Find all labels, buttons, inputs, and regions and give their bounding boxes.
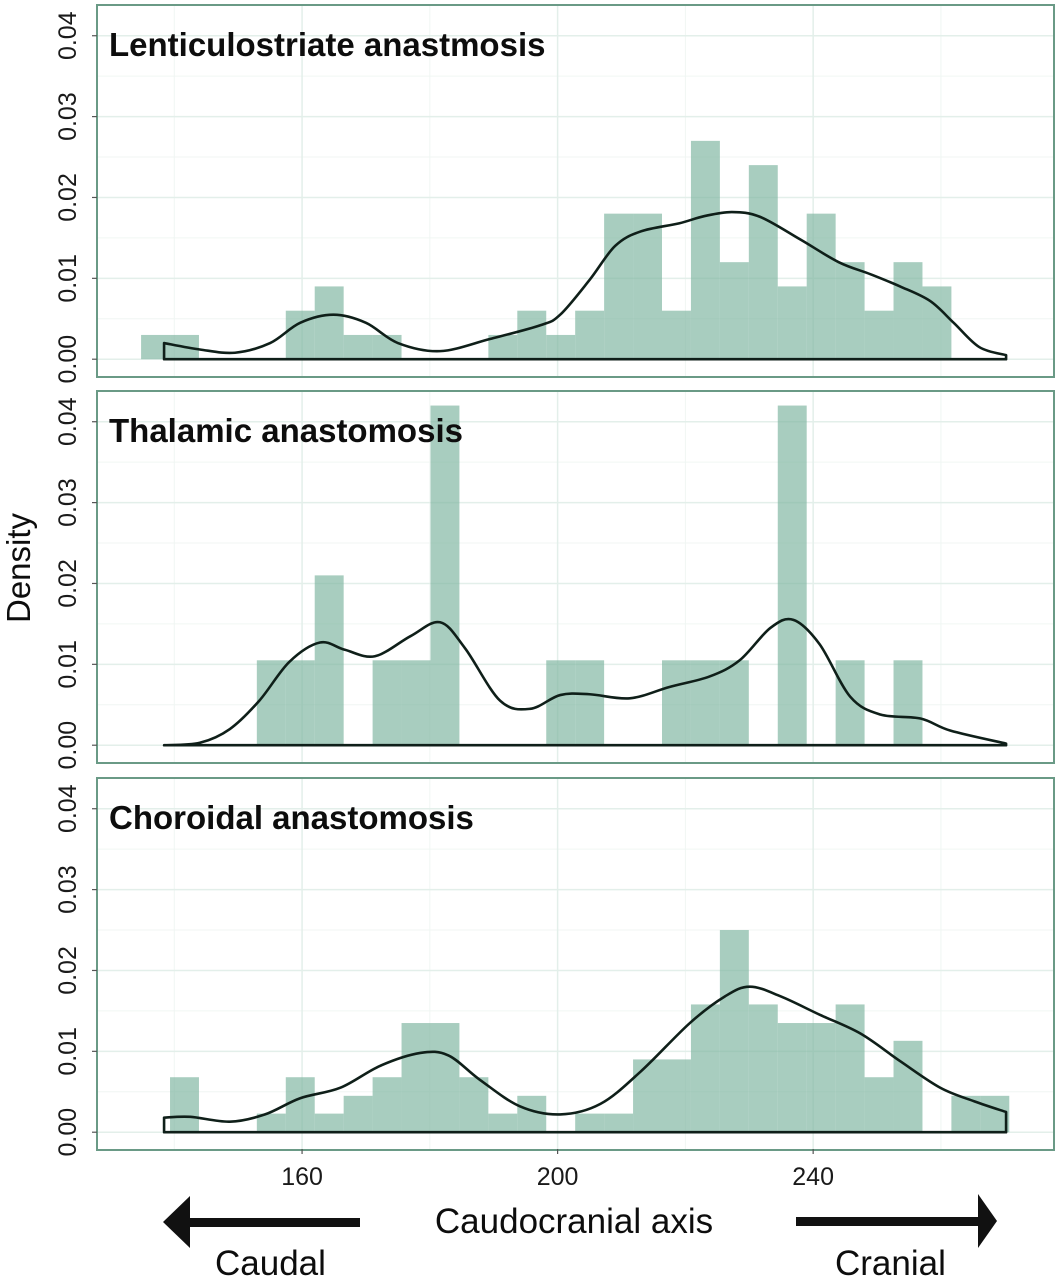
histogram-bar bbox=[893, 1040, 923, 1133]
histogram-bar bbox=[256, 660, 286, 746]
histogram-bar bbox=[835, 262, 865, 360]
histogram-bar bbox=[488, 1113, 518, 1133]
histogram-bar bbox=[864, 1077, 894, 1133]
histogram-bar bbox=[922, 286, 952, 360]
histogram-bar bbox=[719, 660, 749, 746]
y-tick-label: 0.00 bbox=[54, 1108, 82, 1157]
histogram-bar bbox=[777, 1023, 807, 1133]
panel-frame bbox=[96, 4, 1055, 378]
histogram-bar bbox=[777, 286, 807, 360]
histogram-bar bbox=[835, 1004, 865, 1133]
histogram-bar bbox=[777, 405, 807, 746]
histogram-bar bbox=[170, 1077, 199, 1133]
histogram-bar bbox=[285, 660, 315, 746]
histogram-bar bbox=[719, 930, 749, 1133]
histogram-bar bbox=[546, 660, 576, 746]
histogram-bar bbox=[806, 1023, 836, 1133]
histogram-bar bbox=[690, 1004, 720, 1133]
y-tick-label: 0.01 bbox=[54, 1027, 82, 1076]
y-tick-label: 0.04 bbox=[54, 397, 82, 446]
histogram-bar bbox=[256, 1113, 286, 1133]
histogram-bar bbox=[980, 1095, 1010, 1133]
histogram-bar bbox=[546, 334, 576, 360]
histogram-bar bbox=[864, 310, 894, 360]
panel-3: 0.00 0.01 0.02 0.03 0.04 Choroidal anastomosi… bbox=[54, 777, 1055, 1157]
panel-2: 0.00 0.01 0.02 0.03 0.04 Thalamic anastomosis bbox=[54, 390, 1055, 770]
x-tick-label: 200 bbox=[537, 1163, 579, 1191]
histogram-bar bbox=[430, 405, 460, 746]
y-tick-label: 0.02 bbox=[54, 946, 82, 995]
histogram-bar bbox=[604, 1113, 634, 1133]
cranial-arrow-icon bbox=[796, 1194, 997, 1248]
histogram-bar bbox=[893, 262, 923, 360]
x-tick-label: 240 bbox=[792, 1163, 834, 1191]
histogram-bar bbox=[690, 140, 720, 360]
panels: 0.00 0.01 0.02 0.03 0.04 Lenticulostriate ana… bbox=[54, 4, 1055, 1157]
histogram-bar bbox=[575, 1113, 605, 1133]
panel-title: Lenticulostriate anastmosis bbox=[109, 26, 545, 63]
histogram-bar bbox=[517, 310, 547, 360]
x-tick-labels: 160 200 240 bbox=[281, 1149, 834, 1191]
histogram-bar bbox=[575, 660, 605, 746]
y-tick-label: 0.03 bbox=[54, 865, 82, 914]
histogram-bar bbox=[372, 334, 402, 360]
y-tick-label: 0.00 bbox=[54, 721, 82, 770]
panel-title: Thalamic anastomosis bbox=[109, 412, 463, 449]
histogram-bar bbox=[806, 213, 836, 360]
histogram-bar bbox=[893, 660, 923, 746]
y-tick-label: 0.01 bbox=[54, 640, 82, 689]
histogram-bar bbox=[633, 1059, 663, 1133]
histogram-bar bbox=[662, 1059, 691, 1133]
panel-frame bbox=[96, 777, 1055, 1151]
caudal-label: Caudal bbox=[215, 1244, 326, 1280]
histogram-bar bbox=[285, 1077, 315, 1133]
histogram-bar bbox=[314, 1113, 344, 1133]
histogram-bar bbox=[314, 286, 344, 360]
histogram-bar bbox=[835, 660, 865, 746]
histogram-bar bbox=[343, 334, 373, 360]
x-tick-label: 160 bbox=[281, 1163, 323, 1191]
density-curve bbox=[162, 617, 1008, 747]
histogram-bar bbox=[459, 1077, 489, 1133]
histogram-bar bbox=[430, 1023, 460, 1133]
histogram-bar bbox=[662, 310, 691, 360]
y-tick-label: 0.01 bbox=[54, 254, 82, 303]
x-axis-label: Caudocranial axis bbox=[435, 1202, 713, 1241]
y-tick-label: 0.03 bbox=[54, 92, 82, 141]
y-tick-label: 0.04 bbox=[54, 784, 82, 833]
caudal-arrow-icon bbox=[163, 1196, 360, 1248]
histogram-bar bbox=[719, 262, 749, 360]
y-tick-label: 0.00 bbox=[54, 335, 82, 384]
density-curve bbox=[162, 985, 1008, 1134]
histogram-bar bbox=[662, 660, 691, 746]
cranial-label: Cranial bbox=[835, 1244, 946, 1280]
histogram-bar bbox=[748, 1004, 778, 1133]
panel-title: Choroidal anastomosis bbox=[109, 799, 474, 836]
histogram-bar bbox=[633, 213, 663, 360]
y-axis-label: Density bbox=[0, 512, 37, 623]
histogram-bar bbox=[343, 1095, 373, 1133]
y-tick-label: 0.03 bbox=[54, 478, 82, 527]
density-curve bbox=[162, 210, 1008, 361]
histogram-bar bbox=[372, 660, 402, 746]
y-tick-label: 0.02 bbox=[54, 173, 82, 222]
y-tick-label: 0.04 bbox=[54, 11, 82, 60]
y-tick-label: 0.02 bbox=[54, 559, 82, 608]
histogram-bar bbox=[314, 575, 344, 746]
panel-frame bbox=[96, 390, 1055, 764]
histogram-bar bbox=[401, 1023, 431, 1133]
histogram-bar bbox=[141, 334, 171, 360]
panel-1: 0.00 0.01 0.02 0.03 0.04 Lenticulostriate ana… bbox=[54, 4, 1055, 384]
histogram-bar bbox=[401, 660, 431, 746]
histogram-bar bbox=[372, 1077, 402, 1133]
histogram-bar bbox=[748, 165, 778, 360]
histogram-bar bbox=[575, 310, 605, 360]
